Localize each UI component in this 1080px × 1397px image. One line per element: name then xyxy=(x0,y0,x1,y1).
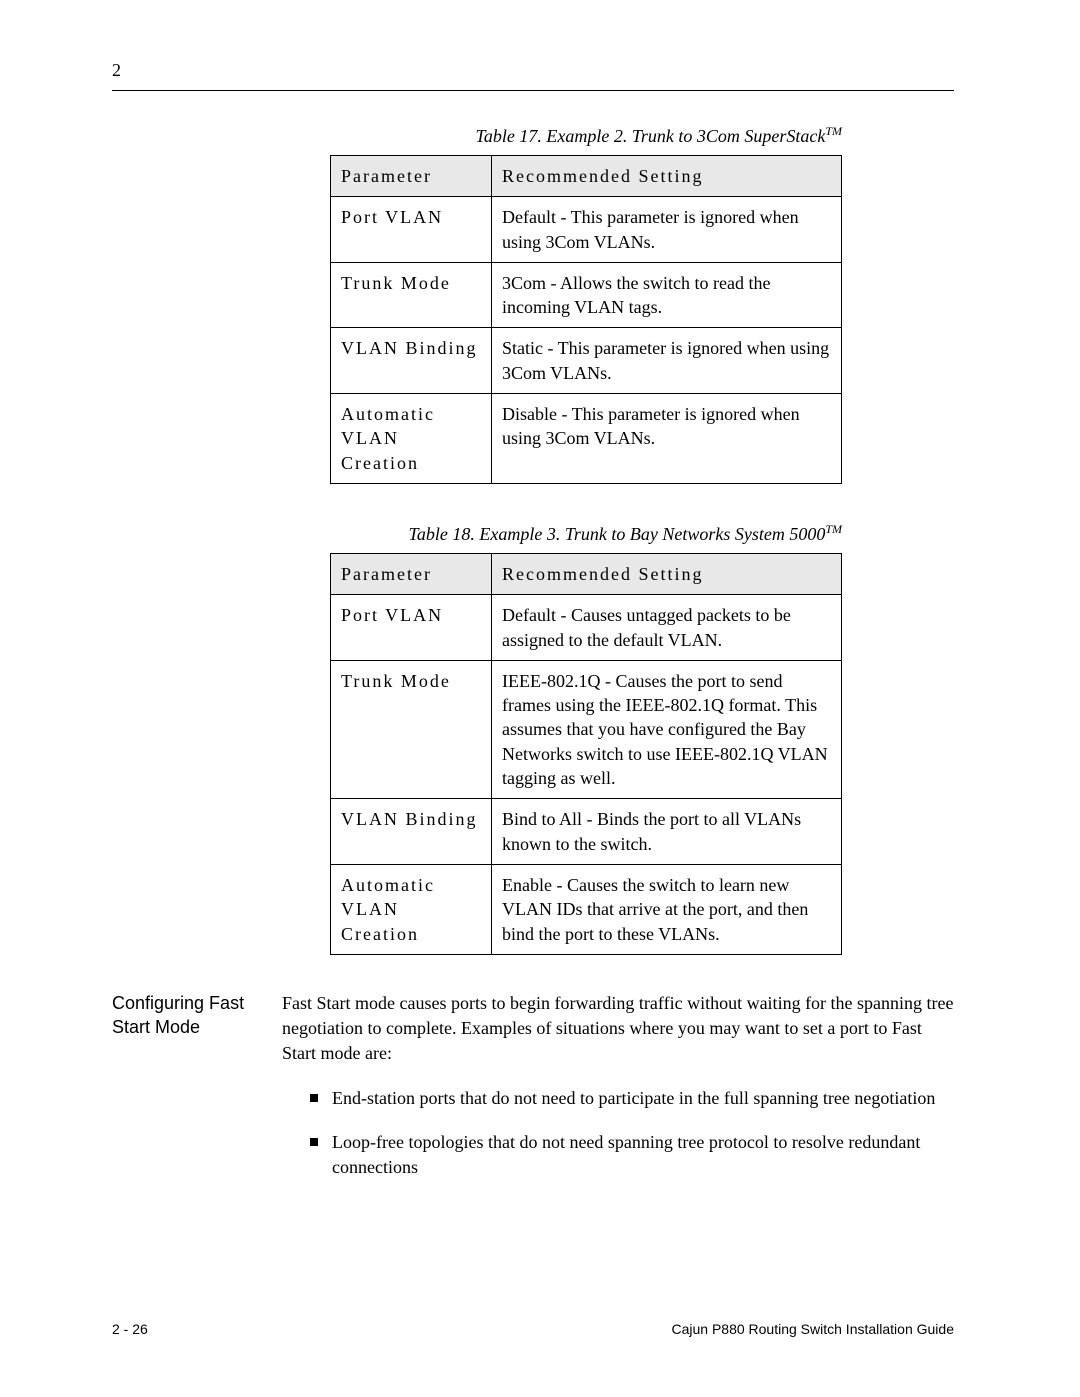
table17: Parameter Recommended Setting Port VLAN … xyxy=(330,155,842,484)
table18-caption-text: Table 18. Example 3. Trunk to Bay Networ… xyxy=(409,524,826,544)
table17-row0-setting: Default - This parameter is ignored when… xyxy=(492,197,842,263)
bullet-list: End-station ports that do not need to pa… xyxy=(282,1086,954,1180)
table18-header-setting: Recommended Setting xyxy=(492,553,842,594)
content-area: Table 17. Example 2. Trunk to 3Com Super… xyxy=(112,120,954,1198)
table-header-row: Parameter Recommended Setting xyxy=(331,553,842,594)
table17-row3-setting: Disable - This parameter is ignored when… xyxy=(492,394,842,484)
table18-row2-setting: Bind to All - Binds the port to all VLAN… xyxy=(492,799,842,865)
table18-row3-param: Automatic VLAN Creation xyxy=(331,864,492,954)
list-item: End-station ports that do not need to pa… xyxy=(310,1086,954,1111)
table-row: Automatic VLAN Creation Disable - This p… xyxy=(331,394,842,484)
table-row: Port VLAN Default - Causes untagged pack… xyxy=(331,595,842,661)
table17-row2-setting: Static - This parameter is ignored when … xyxy=(492,328,842,394)
table17-header-param: Parameter xyxy=(331,156,492,197)
page: 2 Table 17. Example 2. Trunk to 3Com Sup… xyxy=(0,0,1080,1397)
page-footer: 2 - 26 Cajun P880 Routing Switch Install… xyxy=(112,1321,954,1337)
spacer xyxy=(112,484,954,518)
table17-row2-param: VLAN Binding xyxy=(331,328,492,394)
table-row: VLAN Binding Static - This parameter is … xyxy=(331,328,842,394)
table17-row0-param: Port VLAN xyxy=(331,197,492,263)
trademark-symbol: TM xyxy=(825,124,842,138)
table18-caption: Table 18. Example 3. Trunk to Bay Networ… xyxy=(112,522,954,545)
table17-caption: Table 17. Example 2. Trunk to 3Com Super… xyxy=(112,124,954,147)
list-item: Loop-free topologies that do not need sp… xyxy=(310,1130,954,1180)
section-fast-start: Configuring Fast Start Mode Fast Start m… xyxy=(112,991,954,1198)
table18-header-param: Parameter xyxy=(331,553,492,594)
table17-row1-setting: 3Com - Allows the switch to read the inc… xyxy=(492,262,842,328)
section-body: Fast Start mode causes ports to begin fo… xyxy=(282,991,954,1198)
section-intro-paragraph: Fast Start mode causes ports to begin fo… xyxy=(282,991,954,1067)
footer-guide-title: Cajun P880 Routing Switch Installation G… xyxy=(671,1321,954,1337)
table18-row2-param: VLAN Binding xyxy=(331,799,492,865)
table18-row1-param: Trunk Mode xyxy=(331,660,492,798)
table18-row0-setting: Default - Causes untagged packets to be … xyxy=(492,595,842,661)
table-row: VLAN Binding Bind to All - Binds the por… xyxy=(331,799,842,865)
table18-row1-setting: IEEE-802.1Q - Causes the port to send fr… xyxy=(492,660,842,798)
table-row: Trunk Mode 3Com - Allows the switch to r… xyxy=(331,262,842,328)
table-row: Trunk Mode IEEE-802.1Q - Causes the port… xyxy=(331,660,842,798)
trademark-symbol: TM xyxy=(825,522,842,536)
table18-row3-setting: Enable - Causes the switch to learn new … xyxy=(492,864,842,954)
horizontal-rule xyxy=(112,90,954,91)
table17-row1-param: Trunk Mode xyxy=(331,262,492,328)
table18-row0-param: Port VLAN xyxy=(331,595,492,661)
table18: Parameter Recommended Setting Port VLAN … xyxy=(330,553,842,955)
table-row: Automatic VLAN Creation Enable - Causes … xyxy=(331,864,842,954)
table17-caption-text: Table 17. Example 2. Trunk to 3Com Super… xyxy=(476,126,826,146)
table17-header-setting: Recommended Setting xyxy=(492,156,842,197)
footer-page-number: 2 - 26 xyxy=(112,1321,148,1337)
table-row: Port VLAN Default - This parameter is ig… xyxy=(331,197,842,263)
chapter-number: 2 xyxy=(112,60,121,81)
section-heading: Configuring Fast Start Mode xyxy=(112,991,282,1198)
table17-row3-param: Automatic VLAN Creation xyxy=(331,394,492,484)
table-header-row: Parameter Recommended Setting xyxy=(331,156,842,197)
